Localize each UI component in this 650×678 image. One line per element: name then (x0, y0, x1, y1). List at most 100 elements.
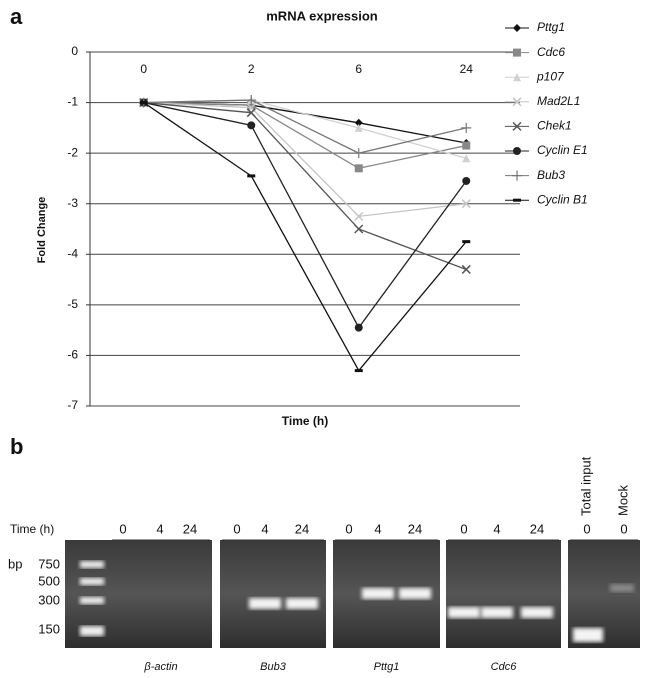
control-lane-label: 0 (583, 521, 590, 536)
dna-band (362, 588, 394, 599)
marker (354, 211, 364, 221)
legend-marker (512, 170, 522, 181)
series-line (143, 101, 467, 218)
marker (461, 264, 471, 274)
marker (354, 123, 363, 132)
lane-label: 0 (119, 521, 126, 536)
gel (220, 540, 326, 648)
legend-marker (513, 73, 521, 82)
marker (462, 154, 471, 163)
legend-label: Bub3 (537, 168, 565, 182)
x-tick-label: 6 (355, 62, 362, 76)
control-lane-label: 0 (620, 521, 627, 536)
marker (462, 141, 471, 150)
ladder-label: 500 (38, 573, 60, 588)
lane-label: 24 (295, 521, 309, 536)
y-tick-label: -7 (67, 398, 78, 412)
marker (354, 224, 364, 234)
x-tick-label: 24 (460, 62, 474, 76)
ladder-band (80, 561, 104, 568)
marker (354, 118, 363, 127)
ladder-band (80, 597, 104, 604)
dna-band (610, 584, 634, 592)
marker (353, 148, 364, 159)
lane-label: 0 (233, 521, 240, 536)
dna-band (399, 588, 431, 599)
y-tick-label: -3 (67, 196, 78, 210)
lane-label: 24 (408, 521, 422, 536)
legend-label: Cyclin B1 (537, 192, 588, 206)
x-tick-label: 0 (140, 62, 147, 76)
lane-label: 0 (460, 521, 467, 536)
gene-label: Bub3 (260, 661, 287, 673)
legend-marker (513, 24, 521, 32)
x-axis-label: Time (h) (282, 414, 328, 428)
marker (354, 323, 363, 332)
dna-band (573, 628, 603, 642)
marker (354, 164, 363, 173)
legend-marker (512, 97, 522, 107)
series-line (143, 101, 467, 170)
chart-title: mRNA expression (266, 8, 378, 23)
legend-label: p107 (536, 69, 565, 83)
lane-label: 4 (261, 521, 268, 536)
x-tick-label: 2 (248, 62, 255, 76)
dna-band (448, 607, 480, 618)
lane-label: 4 (493, 521, 500, 536)
lane-label: 4 (374, 521, 381, 536)
legend-marker (512, 121, 522, 131)
marker (247, 174, 256, 178)
lane-label: 24 (183, 521, 197, 536)
marker (462, 240, 471, 244)
marker (139, 101, 148, 105)
gel (446, 540, 561, 648)
lane-label: 24 (530, 521, 544, 536)
series-line (143, 101, 467, 271)
lane-label: 4 (156, 521, 163, 536)
legend-marker (513, 147, 521, 155)
marker (354, 369, 363, 373)
legend-label: Cyclin E1 (537, 143, 588, 157)
ladder-band (80, 578, 104, 585)
legend-label: Mad2L1 (537, 94, 580, 108)
panel-label: a (10, 4, 23, 29)
bp-label: bp (8, 556, 22, 571)
marker (461, 199, 471, 209)
marker (247, 101, 256, 110)
y-tick-label: -1 (67, 95, 78, 109)
legend-label: Pttg1 (537, 20, 565, 34)
legend-label: Cdc6 (537, 45, 565, 59)
marker (461, 122, 472, 133)
lane-label: 0 (345, 521, 352, 536)
legend-marker (513, 198, 521, 202)
dna-band (481, 607, 513, 618)
gene-label: Cdc6 (491, 661, 518, 673)
series-line (143, 99, 467, 159)
marker (246, 108, 256, 118)
dna-band (286, 598, 318, 609)
marker (247, 121, 256, 130)
ladder-label: 750 (38, 556, 60, 571)
series-line (143, 101, 467, 329)
marker (462, 176, 471, 185)
y-tick-label: 0 (71, 44, 78, 58)
ladder-label: 300 (38, 592, 60, 607)
y-tick-label: -6 (67, 348, 78, 362)
gene-label: β-actin (143, 661, 177, 673)
y-tick-label: -2 (67, 145, 78, 159)
marker (246, 95, 257, 106)
control-name: Total input (578, 456, 593, 516)
time-label: Time (h) (10, 522, 54, 536)
dna-band (521, 607, 553, 618)
y-axis-label: Fold Change (36, 197, 48, 264)
panel-label: b (10, 434, 23, 459)
ladder-band (80, 626, 104, 636)
control-name: Mock (615, 484, 630, 516)
dna-band (249, 598, 281, 609)
y-tick-label: -5 (67, 297, 78, 311)
series-line (143, 99, 467, 154)
legend-marker (513, 48, 521, 57)
gene-label: Pttg1 (374, 661, 400, 673)
ladder-label: 150 (38, 621, 60, 636)
